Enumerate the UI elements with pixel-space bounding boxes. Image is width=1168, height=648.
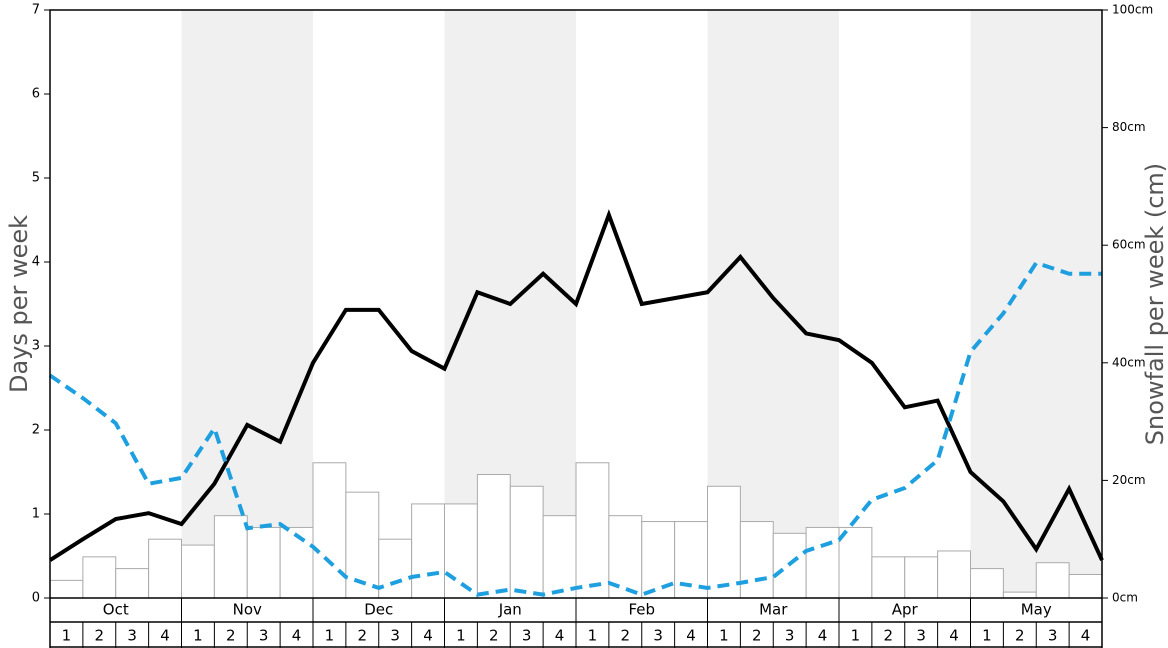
bar [411,503,445,599]
week-label: 4 [423,627,433,645]
y2-axis-title: Snowfall per week (cm) [1141,163,1168,445]
y-tick-label: 0 [32,591,40,606]
week-label: 4 [1081,627,1091,645]
week-label: 3 [127,627,137,645]
week-label: 1 [193,627,203,645]
bar [904,556,939,599]
y-tick-label: 1 [32,507,40,522]
bar [970,568,1004,599]
bar [312,462,347,599]
week-label: 1 [456,627,466,645]
month-label: Mar [759,601,788,619]
line-series [48,260,1102,597]
bar [279,526,314,599]
y2-tick-label: 40cm [1112,355,1146,369]
y-tick-label: 3 [32,339,40,354]
month-shade [181,10,313,598]
week-label: 1 [851,627,861,645]
week-label: 4 [949,627,959,645]
bar [707,485,741,599]
bar [82,556,117,599]
y2-tick-label: 20cm [1112,473,1146,487]
y-tick-label: 4 [32,255,40,270]
bar [871,556,906,599]
y-axis-title: Days per week [5,215,33,393]
week-label: 3 [916,627,926,645]
y-tick-label: 6 [32,87,40,102]
week-label: 3 [785,627,795,645]
week-label: 2 [884,627,894,645]
week-label: 3 [390,627,400,645]
week-label: 1 [588,627,598,645]
bar [937,550,971,599]
y-tick-label: 5 [32,171,40,186]
month-label: Feb [628,601,655,619]
week-label: 4 [818,627,828,645]
week-label: 4 [292,627,302,645]
week-label: 3 [522,627,532,645]
bar [1002,591,1037,599]
month-label: Jan [498,601,522,619]
week-label: 1 [719,627,729,645]
y2-tick-label: 60cm [1112,238,1146,252]
month-label: Oct [103,601,129,619]
bar [444,503,478,599]
bar [148,538,182,599]
bar [805,526,840,599]
week-label: 1 [982,627,992,645]
line-series [48,209,1104,562]
week-label: 2 [95,627,105,645]
y-tick-label: 2 [32,423,40,438]
month-label: Dec [364,601,393,619]
bar [838,526,873,599]
month-label: May [1021,601,1052,619]
bar [739,521,774,599]
y2-tick-label: 0cm [1112,591,1138,605]
bar [115,568,150,599]
bar [213,515,248,599]
bar [49,579,84,599]
bar [181,544,215,599]
bar [476,474,511,599]
bar [509,485,544,599]
bar [575,462,610,599]
bar [1035,562,1070,599]
bar [246,526,281,599]
week-label: 1 [325,627,335,645]
week-label: 2 [752,627,762,645]
week-label: 2 [226,627,236,645]
y-tick-label: 7 [32,3,40,18]
week-label: 1 [62,627,72,645]
bar [1068,573,1103,599]
week-label: 3 [653,627,663,645]
week-label: 2 [358,627,368,645]
week-label: 2 [1015,627,1025,645]
bar [378,538,413,599]
y2-tick-label: 80cm [1112,120,1146,134]
week-label: 4 [160,627,170,645]
bar [542,515,577,599]
week-label: 3 [259,627,269,645]
week-label: 4 [555,627,565,645]
week-label: 2 [489,627,499,645]
week-label: 4 [686,627,696,645]
month-shade [970,10,1102,598]
y2-tick-label: 100cm [1112,3,1153,17]
week-label: 2 [621,627,631,645]
month-label: Apr [892,601,919,619]
month-label: Nov [233,601,262,619]
week-label: 3 [1048,627,1058,645]
